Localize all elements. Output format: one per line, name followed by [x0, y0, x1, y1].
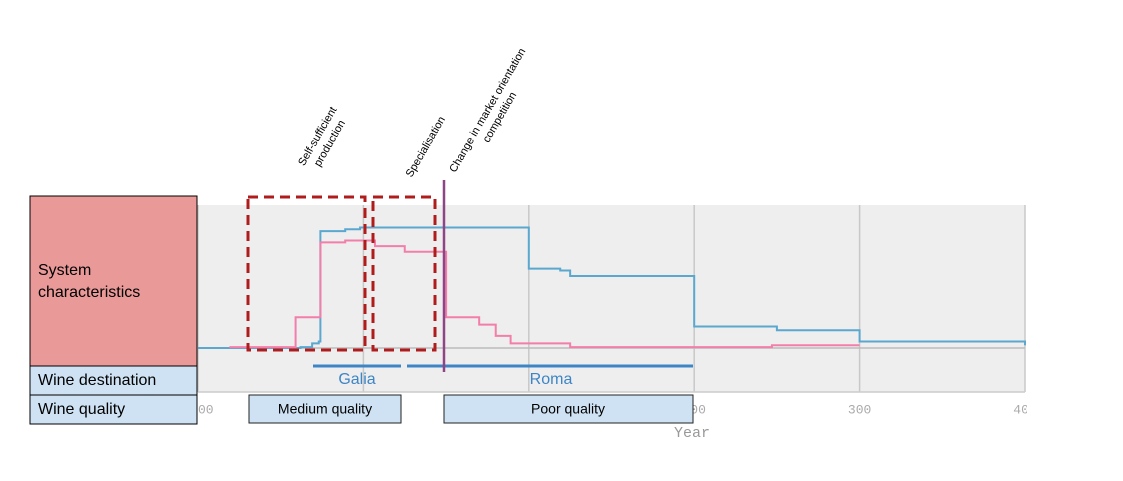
row-label: Wine quality: [38, 401, 125, 418]
destination-label: Galia: [338, 371, 375, 388]
annotation: Specialisation: [404, 115, 448, 180]
x-axis-label: Year: [674, 425, 710, 442]
system-row: [29, 195, 198, 367]
x-tick-label: 400: [1013, 402, 1036, 417]
series-line: [198, 226, 1026, 350]
quality-box: [443, 394, 694, 424]
quality-label: Medium quality: [278, 401, 372, 417]
quality-label: Poor quality: [531, 401, 605, 417]
quality-box: [248, 394, 402, 424]
destination-label: Roma: [530, 371, 573, 388]
destination-row: [29, 365, 198, 396]
row-label: Wine destination: [38, 372, 156, 389]
x-tick-label: -100: [182, 402, 213, 417]
phase-box: [246, 195, 367, 352]
plot-background: [198, 205, 1025, 392]
annotation-text: Specialisation: [404, 115, 448, 180]
plot-area: [197, 205, 1026, 392]
row-label: System: [38, 262, 91, 279]
series-line: [229, 239, 860, 349]
annotation: Self-sufficient production: [296, 105, 348, 169]
quality-row: [29, 394, 198, 425]
x-tick-label: 300: [848, 402, 871, 417]
annotation-text: Change in market orientation: [447, 46, 528, 174]
row-label: characteristics: [38, 284, 140, 301]
phase-box: [371, 195, 437, 352]
annotation: Change in market orientation competition: [447, 46, 528, 174]
